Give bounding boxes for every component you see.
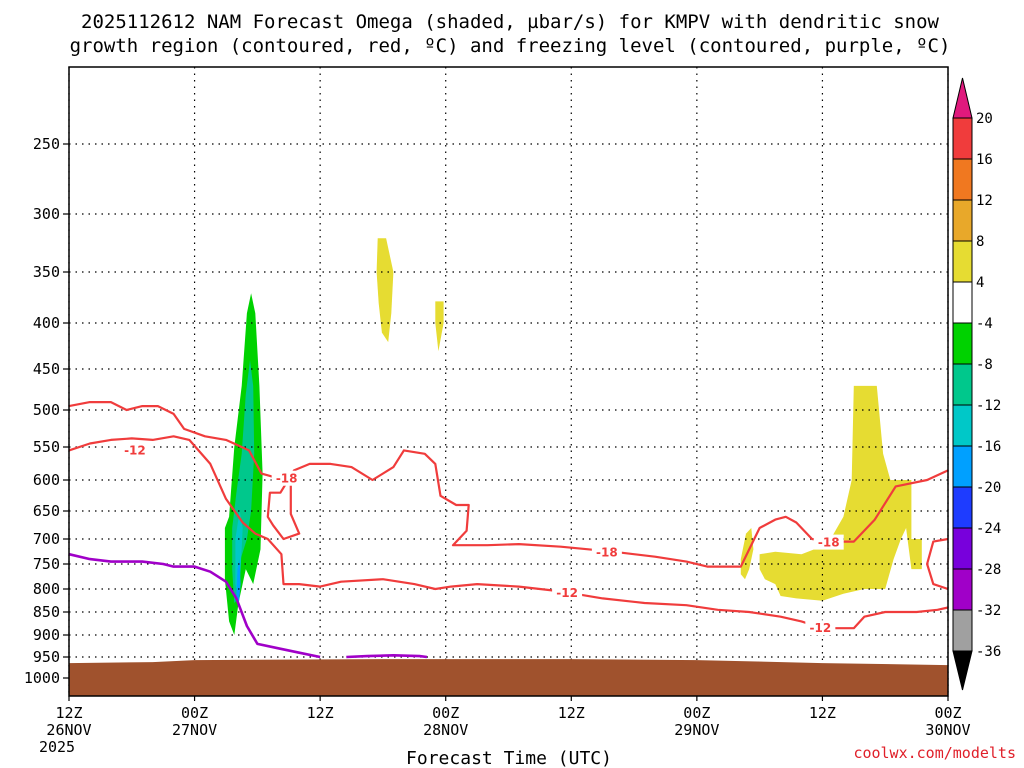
y-tick-label: 1000 xyxy=(24,669,60,687)
x-tick-label: 12Z xyxy=(55,704,82,722)
y-axis: 250 300 350 400 450 500 550 600 650 700 750 800 850 9… xyxy=(24,135,69,687)
colorbar-bin xyxy=(952,322,973,365)
colorbar-label: -36 xyxy=(976,644,1001,660)
plot-frame xyxy=(68,66,949,697)
y-tick-label: 650 xyxy=(33,502,60,520)
terrain-layer xyxy=(69,659,948,696)
colorbar-label: -12 xyxy=(976,398,1001,414)
colorbar-bin xyxy=(952,486,973,529)
contour-label-bg xyxy=(591,544,622,560)
colorbar-bin xyxy=(952,281,973,324)
colorbar-bin xyxy=(952,117,973,160)
contour-label: -12 xyxy=(556,586,578,600)
colorbar-label: 16 xyxy=(976,152,993,168)
colorbar-label: -32 xyxy=(976,603,1001,619)
omega-shading xyxy=(224,238,922,635)
plot-background xyxy=(69,67,948,696)
omega-sink-upper-2 xyxy=(435,301,444,352)
x-tick-label: 12Z xyxy=(307,704,334,722)
colorbar-bin xyxy=(952,199,973,242)
colorbar-label: -28 xyxy=(976,562,1001,578)
colorbar-bin xyxy=(952,527,973,570)
contour-label-bg xyxy=(805,620,836,636)
y-tick-label: 400 xyxy=(33,314,60,332)
colorbar-bin xyxy=(952,363,973,406)
y-tick-label: 300 xyxy=(33,205,60,223)
x-tick-label: 00Z xyxy=(181,704,208,722)
omega-sink-upper-1 xyxy=(376,238,394,343)
omega-sink-lower-main xyxy=(759,385,922,601)
y-tick-label: 950 xyxy=(33,648,60,666)
colorbar-arrow-bottom xyxy=(952,650,973,691)
colorbar-bin xyxy=(952,158,973,201)
colorbar-label: -16 xyxy=(976,439,1001,455)
colorbar-arrow-top xyxy=(952,77,973,119)
omega-lift-core-blue xyxy=(236,559,241,608)
y-tick-label: 850 xyxy=(33,603,60,621)
x-tick-date: 28NOV xyxy=(423,721,468,739)
colorbar-label: -24 xyxy=(976,521,1001,537)
x-tick-date: 26NOV xyxy=(46,721,91,739)
freezing-level-left xyxy=(68,552,321,659)
y-tick-label: 550 xyxy=(33,438,60,456)
colorbar: 20 16 12 8 4 -4 -8 -12 -16 -20 -24 -28 -32 -36 xyxy=(952,77,1001,691)
colorbar-bin xyxy=(952,609,973,652)
y-tick-label: 600 xyxy=(33,471,60,489)
y-tick-label: 900 xyxy=(33,626,60,644)
isotherm-minus18 xyxy=(68,401,949,568)
x-tick-label: 12Z xyxy=(558,704,585,722)
contour-label: -12 xyxy=(124,443,146,457)
contour-label-bg xyxy=(552,584,583,600)
freezing-level-right xyxy=(346,653,428,659)
colorbar-label: -8 xyxy=(976,357,993,373)
x-axis-title: Forecast Time (UTC) xyxy=(406,748,612,768)
contour-label: -12 xyxy=(809,621,831,635)
colorbar-label: -4 xyxy=(976,316,993,332)
x-tick-date: 30NOV xyxy=(925,721,970,739)
y-tick-label: 800 xyxy=(33,580,60,598)
y-tick-label: 350 xyxy=(33,263,60,281)
x-tick-year: 2025 xyxy=(39,738,75,756)
chart-title-line1: 2025112612 NAM Forecast Omega (shaded, µ… xyxy=(81,11,939,33)
colorbar-bin xyxy=(952,568,973,611)
plot-area: -12 -12 -12 -18 -18 -18 xyxy=(68,66,949,697)
y-tick-label: 450 xyxy=(33,360,60,378)
colorbar-bin xyxy=(952,240,973,283)
colorbar-label: 4 xyxy=(976,275,984,291)
terrain-fill xyxy=(69,659,948,696)
colorbar-bin xyxy=(952,445,973,488)
chart-title-line2: growth region (contoured, red, ºC) and f… xyxy=(70,35,951,57)
credit-text: coolwx.com/modelts xyxy=(853,744,1016,762)
x-tick-label: 12Z xyxy=(809,704,836,722)
y-tick-label: 750 xyxy=(33,555,60,573)
x-tick-label: 00Z xyxy=(683,704,710,722)
contour-label: -18 xyxy=(596,546,618,560)
contour-label: -18 xyxy=(818,536,840,550)
contour-label-bg xyxy=(271,470,302,486)
x-tick-date: 29NOV xyxy=(674,721,719,739)
y-tick-label: 500 xyxy=(33,401,60,419)
colorbar-label: 12 xyxy=(976,193,993,209)
x-tick-date: 27NOV xyxy=(172,721,217,739)
y-tick-label: 700 xyxy=(33,530,60,548)
contour-label: -18 xyxy=(276,472,298,486)
contour-labels: -12 -12 -12 -18 -18 -18 xyxy=(119,442,844,636)
x-tick-label: 00Z xyxy=(934,704,961,722)
colorbar-label: -20 xyxy=(976,480,1001,496)
colorbar-bin xyxy=(952,404,973,447)
y-tick-label: 250 xyxy=(33,135,60,153)
isotherm-minus18-edge xyxy=(925,537,949,591)
x-tick-label: 00Z xyxy=(432,704,459,722)
contour-label-bg xyxy=(813,534,844,550)
colorbar-label: 20 xyxy=(976,111,993,127)
colorbar-label: 8 xyxy=(976,234,984,250)
contour-label-bg xyxy=(119,442,150,458)
